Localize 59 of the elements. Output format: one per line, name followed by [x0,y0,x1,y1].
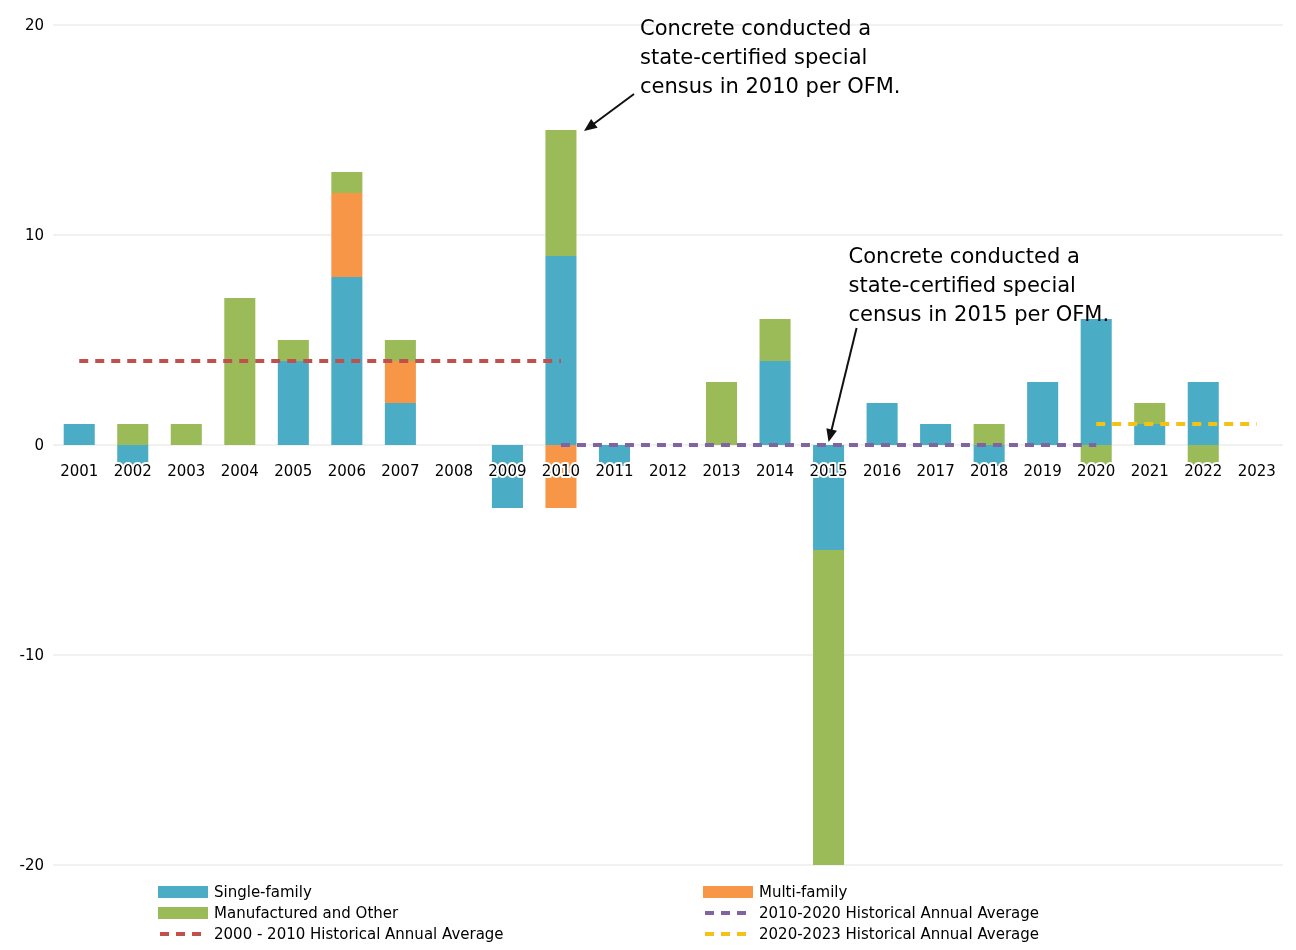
bar [759,319,791,361]
x-tick-label: 2003 [167,462,206,480]
y-tick-label: 20 [24,16,44,34]
x-tick-label: 2022 [1184,462,1223,480]
bar [331,193,363,277]
x-tick-label: 2001 [60,462,99,480]
bar [277,361,309,445]
x-tick-label: 2019 [1023,462,1062,480]
x-tick-label: 2017 [916,462,955,480]
bar [1080,319,1112,445]
annotation: Concrete conducted a state-certified special census in 2010 per OFM. [640,16,901,98]
bar [331,277,363,445]
legend-label: 2010-2020 Historical Annual Average [759,904,1040,922]
x-tick-label: 2012 [648,462,688,480]
x-tick-label: 2002 [113,462,152,480]
x-tick-label: 2016 [863,462,902,480]
bar [224,298,256,445]
x-tick-label: 2013 [702,462,741,480]
x-tick-label: 2014 [755,462,795,480]
bar [545,130,577,256]
bar [1134,424,1166,445]
bar [384,403,416,445]
x-tick-label: 2007 [381,462,420,480]
bar [866,403,898,445]
bar [1187,382,1219,445]
bar [759,361,791,445]
legend-label: Single-family [214,883,312,901]
bar [117,424,149,445]
legend-label: Manufactured and Other [214,904,400,922]
x-tick-label: 2020 [1077,462,1116,480]
legend-label: Multi-family [759,883,848,901]
bar [920,424,952,445]
x-tick-label: 2023 [1237,462,1276,480]
bar [170,424,202,445]
bar [1134,403,1166,424]
bar [706,382,738,445]
x-tick-label: 2006 [327,462,366,480]
bar [277,340,309,361]
x-tick-label: 2021 [1130,462,1169,480]
x-tick-label: 2011 [595,462,634,480]
y-tick-label: 0 [34,436,44,454]
annotation: Concrete conducted a state-certified special census in 2015 per OFM. [848,244,1110,326]
bar [973,424,1005,445]
x-tick-label: 2008 [434,462,473,480]
bar [384,340,416,361]
x-tick-label: 2018 [970,462,1009,480]
y-tick-label: -10 [19,646,44,664]
bar [813,550,845,865]
bar [1027,382,1059,445]
bar [63,424,95,445]
bar [384,361,416,403]
legend-label: 2000 - 2010 Historical Annual Average [214,925,504,943]
x-tick-label: 2005 [274,462,313,480]
y-tick-label: 10 [24,226,44,244]
legend-label: 2020-2023 Historical Annual Average [759,925,1040,943]
y-tick-label: -20 [19,856,44,874]
bar [545,256,577,445]
bar [331,172,363,193]
x-tick-label: 2004 [220,462,259,480]
